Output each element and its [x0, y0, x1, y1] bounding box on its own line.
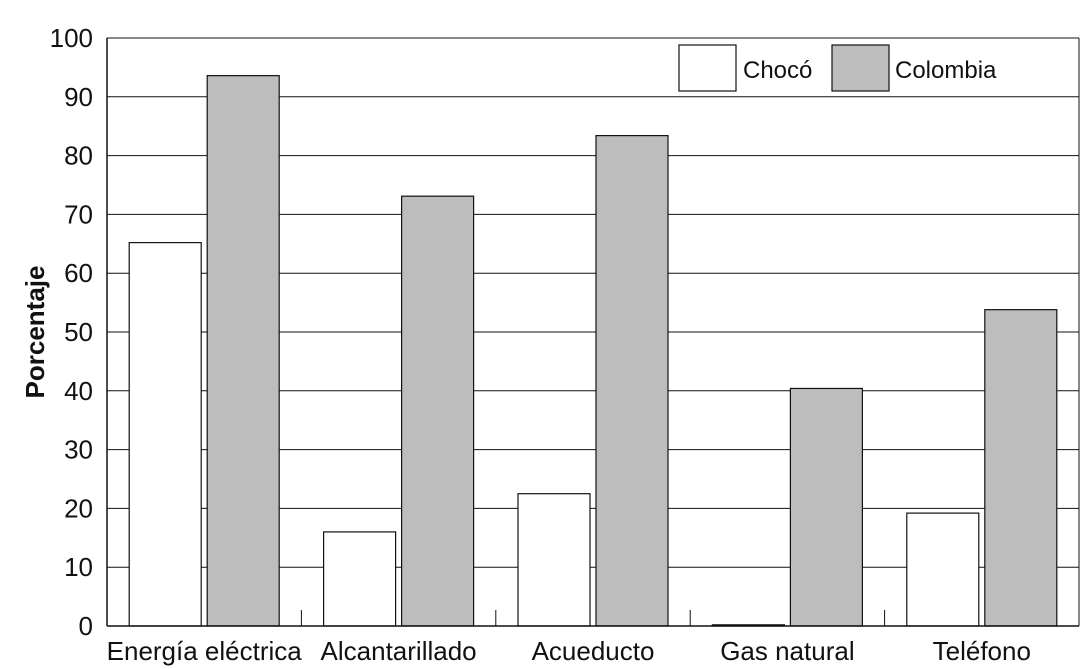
y-tick-label: 30	[64, 435, 93, 465]
bars	[128, 75, 1058, 627]
legend-label: Chocó	[743, 57, 812, 84]
bar-choco	[517, 493, 591, 627]
y-tick-labels: 0 10 20 30 40 50 60 70 80 90 100	[50, 23, 93, 641]
bar-choco	[323, 531, 397, 627]
y-tick-label: 60	[64, 258, 93, 288]
bar-colombia	[789, 387, 864, 627]
legend: Chocó Colombia	[678, 44, 997, 92]
y-tick-label: 10	[64, 552, 93, 582]
legend-label: Colombia	[895, 57, 997, 84]
y-tick-label: 40	[64, 376, 93, 406]
bar-choco	[906, 512, 980, 627]
y-tick-label: 70	[64, 199, 93, 229]
x-category-label: Gas natural	[720, 636, 854, 666]
axes	[106, 38, 1080, 627]
y-axis-label: Porcentaje	[20, 266, 50, 399]
bar-colombia	[984, 309, 1058, 627]
bar-colombia	[595, 135, 669, 627]
x-category-label: Acueducto	[532, 636, 655, 666]
x-category-label: Energía eléctrica	[107, 636, 303, 666]
y-tick-label: 80	[64, 141, 93, 171]
y-tick-label: 90	[64, 82, 93, 112]
legend-swatch	[678, 44, 737, 92]
x-category-labels: Energía eléctrica Alcantarillado Acueducto…	[107, 636, 1031, 666]
bar-choco	[128, 242, 202, 627]
y-tick-label: 100	[50, 23, 93, 53]
bar-colombia	[401, 195, 475, 627]
legend-swatch	[831, 44, 890, 92]
y-tick-label: 50	[64, 317, 93, 347]
x-category-label: Teléfono	[933, 636, 1031, 666]
y-tick-label: 0	[79, 611, 93, 641]
y-tick-label: 20	[64, 493, 93, 523]
x-category-label: Alcantarillado	[321, 636, 477, 666]
bar-colombia	[206, 75, 280, 627]
